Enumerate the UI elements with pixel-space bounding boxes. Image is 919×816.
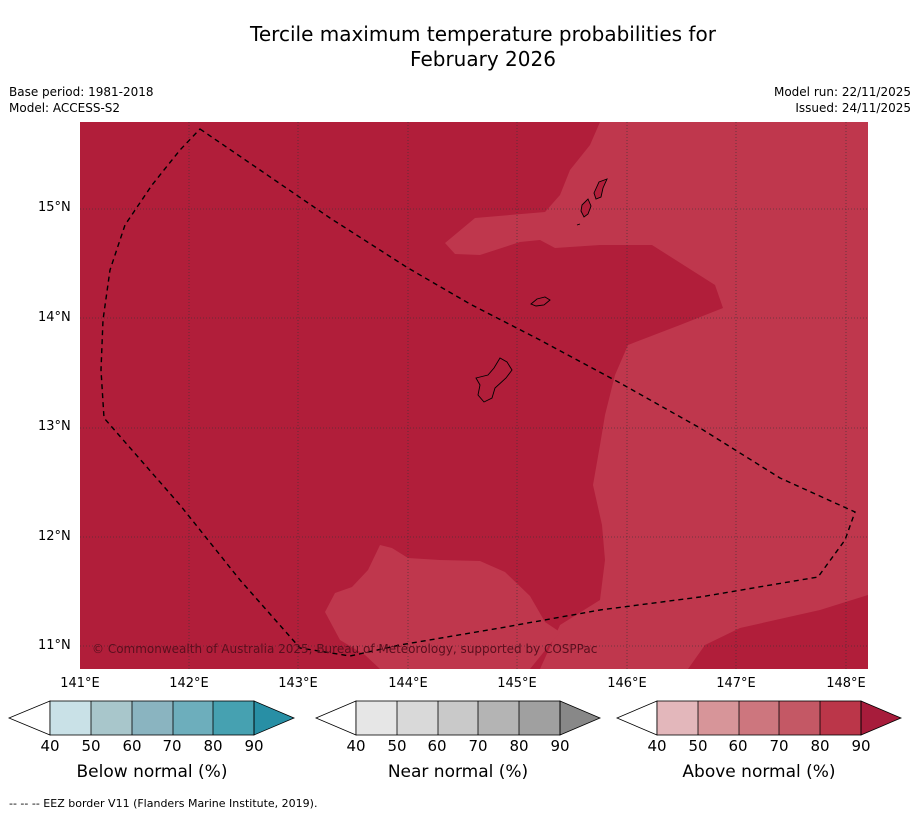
- lon-label-146e: 146°E: [607, 676, 647, 691]
- colorbar-above-normal: [615, 700, 903, 736]
- near-normal-tick: 50: [387, 737, 407, 755]
- lat-label-11n: 11°N: [38, 638, 71, 653]
- near-normal-over-arrow: [559, 700, 602, 736]
- near-normal-bin-70-80: [478, 701, 519, 735]
- near-normal-tick: 40: [346, 737, 366, 755]
- title-line-2: February 2026: [410, 47, 556, 71]
- lon-label-144e: 144°E: [388, 676, 428, 691]
- below-normal-under-arrow: [7, 700, 51, 736]
- above-normal-bin-40-50: [657, 701, 698, 735]
- above-normal-bin-70-80: [779, 701, 820, 735]
- near-normal-label: Near normal (%): [387, 762, 529, 782]
- lon-label-148e: 148°E: [826, 676, 866, 691]
- below-normal-bin-50-60: [91, 701, 132, 735]
- above-normal-bin-80-90: [820, 701, 861, 735]
- above-normal-label: Above normal (%): [682, 762, 836, 782]
- lon-label-142e: 142°E: [169, 676, 209, 691]
- below-normal-label: Below normal (%): [76, 762, 228, 782]
- lon-label-143e: 143°E: [278, 676, 318, 691]
- below-normal-bin-80-90: [213, 701, 254, 735]
- above-normal-bin-50-60: [698, 701, 739, 735]
- gridlines: [80, 122, 868, 669]
- lat-label-12n: 12°N: [38, 529, 71, 544]
- probability-80-region-south: [325, 545, 560, 669]
- lon-label-141e: 141°E: [60, 676, 100, 691]
- colorbar-near-normal: [314, 700, 602, 736]
- aguijan-islet: [576, 223, 581, 226]
- above-normal-under-arrow: [615, 700, 658, 736]
- meta-right: Model run: 22/11/2025 Issued: 24/11/2025: [774, 84, 911, 116]
- above-normal-tick: 80: [810, 737, 830, 755]
- model-run: Model run: 22/11/2025: [773, 85, 911, 99]
- map-area: © Commonwealth of Australia 2025, Bureau…: [80, 122, 868, 669]
- title-line-1: Tercile maximum temperature probabilitie…: [250, 22, 716, 46]
- probability-80-region-east: [445, 122, 868, 669]
- above-normal-tick: 60: [728, 737, 748, 755]
- below-normal-tick: 50: [81, 737, 101, 755]
- near-normal-tick: 80: [509, 737, 529, 755]
- lat-label-13n: 13°N: [38, 419, 71, 434]
- below-normal-tick: 80: [203, 737, 223, 755]
- above-normal-tick: 40: [647, 737, 667, 755]
- islands: [475, 178, 608, 403]
- guam-island: [475, 357, 513, 403]
- above-normal-tick: 90: [851, 737, 871, 755]
- below-normal-tick: 70: [162, 737, 182, 755]
- model-name: Model: ACCESS-S2: [9, 101, 121, 115]
- below-normal-over-arrow: [253, 700, 296, 736]
- attribution-text: © Commonwealth of Australia 2025, Bureau…: [92, 642, 597, 656]
- below-normal-bin-70-80: [173, 701, 213, 735]
- above-normal-tick: 70: [769, 737, 789, 755]
- lon-label-145e: 145°E: [497, 676, 537, 691]
- meta-left: Base period: 1981-2018 Model: ACCESS-S2: [9, 84, 154, 116]
- lat-label-15n: 15°N: [38, 200, 71, 215]
- near-normal-tick: 60: [427, 737, 447, 755]
- saipan-island: [593, 178, 608, 200]
- near-normal-tick: 90: [550, 737, 570, 755]
- near-normal-tick: 70: [468, 737, 488, 755]
- lat-label-14n: 14°N: [38, 310, 71, 325]
- above-normal-bin-60-70: [739, 701, 779, 735]
- below-normal-tick: 90: [244, 737, 264, 755]
- near-normal-bin-50-60: [397, 701, 438, 735]
- near-normal-bin-60-70: [438, 701, 478, 735]
- near-normal-bin-40-50: [356, 701, 397, 735]
- eez-footnote: -- -- -- EEZ border V11 (Flanders Marine…: [9, 797, 318, 810]
- chart-title: Tercile maximum temperature probabilitie…: [0, 22, 919, 72]
- below-normal-tick: 40: [40, 737, 60, 755]
- near-normal-bin-80-90: [519, 701, 560, 735]
- lon-label-147e: 147°E: [716, 676, 756, 691]
- below-normal-bin-40-50: [50, 701, 91, 735]
- eez-border: [100, 128, 856, 657]
- rota-island: [530, 296, 551, 307]
- below-normal-bin-60-70: [132, 701, 173, 735]
- base-period: Base period: 1981-2018: [9, 85, 154, 99]
- below-normal-tick: 60: [122, 737, 142, 755]
- above-normal-over-arrow: [860, 700, 903, 736]
- near-normal-under-arrow: [314, 700, 357, 736]
- colorbar-below-normal: [7, 700, 296, 736]
- above-normal-tick: 50: [688, 737, 708, 755]
- issued-date: Issued: 24/11/2025: [795, 101, 911, 115]
- tinian-island: [580, 198, 592, 218]
